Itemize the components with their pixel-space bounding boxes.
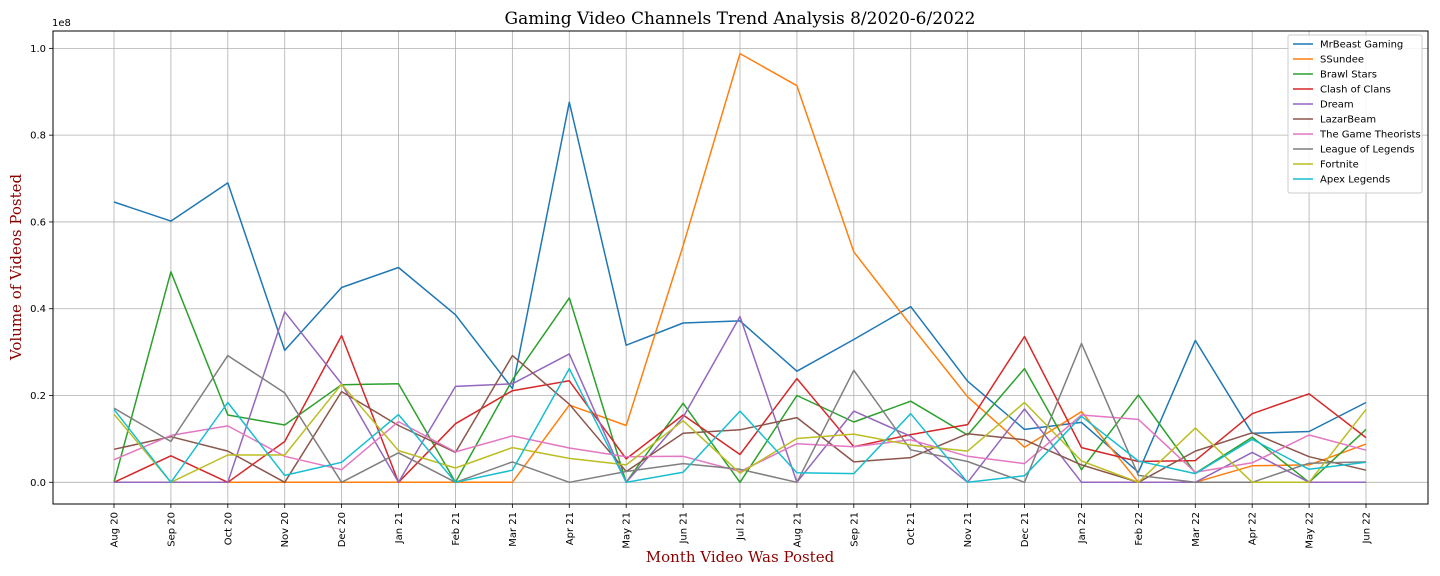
x-tick-label: Oct 21: [906, 512, 917, 545]
series-line: [113, 101, 1367, 474]
grid: [53, 31, 1428, 504]
x-tick-label: Mar 21: [508, 512, 519, 547]
x-tick-label: Nov 21: [963, 512, 974, 547]
series-line: [113, 383, 1367, 484]
legend-label: Apex Legends: [1320, 175, 1390, 186]
series-line: [113, 354, 1367, 484]
x-axis-ticks: Aug 20 Sep 20 Oct 20 Nov 20 Dec 20 Jan 21 Feb …: [110, 504, 1373, 549]
y-tick-label: 0.4: [30, 304, 46, 315]
x-tick-label: Jun 21: [679, 512, 690, 545]
x-tick-label: Jan 22: [1077, 512, 1088, 544]
x-tick-label: Apr 21: [565, 512, 576, 545]
legend-label: LazarBeam: [1320, 115, 1376, 126]
y-tick-label: 0.6: [30, 217, 46, 228]
x-tick-label: Feb 22: [1134, 512, 1145, 546]
legend-box: [1287, 34, 1423, 194]
series-line: [113, 342, 1367, 484]
x-tick-label: Oct 20: [223, 512, 234, 545]
x-tick-label: Jul 21: [736, 512, 747, 541]
legend-label: MrBeast Gaming: [1320, 40, 1403, 51]
legend-label: Dream: [1320, 100, 1354, 111]
legend-label: Clash of Clans: [1320, 85, 1391, 96]
legend: MrBeast Gaming SSundee Brawl Stars Clash of…: [1287, 34, 1423, 194]
x-tick-label: Apr 22: [1248, 512, 1259, 545]
y-tick-label: 0.8: [30, 131, 46, 142]
plot-frame: [52, 30, 1429, 505]
x-tick-label: Aug 21: [792, 512, 803, 547]
y-tick-label: 0.2: [30, 391, 46, 402]
x-tick-label: Aug 20: [110, 512, 121, 547]
x-tick-label: Sep 21: [849, 512, 860, 547]
legend-label: League of Legends: [1320, 145, 1414, 156]
x-tick-label: Sep 20: [166, 512, 177, 547]
y-tick-label: 1.0: [30, 44, 46, 55]
y-axis-label: Volume of Videos Posted: [7, 173, 25, 361]
x-tick-label: May 21: [622, 512, 633, 549]
series-line: [113, 334, 1367, 484]
x-tick-label: Nov 20: [280, 512, 291, 547]
x-tick-label: Feb 21: [451, 512, 462, 546]
series-line: [113, 271, 1367, 484]
legend-label: SSundee: [1320, 55, 1364, 66]
y-axis-ticks: 0.0 0.2 0.4 0.6 0.8 1.0: [30, 44, 53, 489]
series-line: [113, 367, 1367, 484]
x-tick-label: Jan 21: [394, 512, 405, 544]
series-line: [113, 414, 1367, 474]
x-tick-label: May 22: [1305, 512, 1316, 549]
x-tick-label: Dec 20: [337, 512, 348, 547]
chart-title: Gaming Video Channels Trend Analysis 8/2…: [505, 9, 976, 29]
x-tick-label: Mar 22: [1191, 512, 1202, 547]
legend-label: Fortnite: [1320, 160, 1359, 171]
series-lines: [113, 52, 1367, 484]
series-line: [114, 311, 1366, 484]
legend-label: The Game Theorists: [1319, 130, 1421, 141]
x-tick-label: Dec 21: [1020, 512, 1031, 547]
x-tick-label: Jun 22: [1362, 512, 1373, 545]
y-tick-label: 0.0: [30, 478, 46, 489]
x-axis-label: Month Video Was Posted: [646, 548, 835, 566]
y-axis-offset-text: 1e8: [52, 18, 71, 29]
legend-label: Brawl Stars: [1320, 70, 1377, 81]
